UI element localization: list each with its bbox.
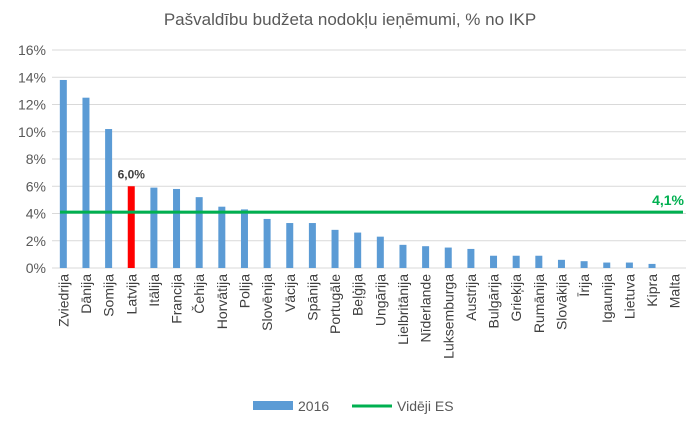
y-tick-label: 12% — [18, 97, 46, 113]
legend-label-line: Vidēji ES — [397, 398, 454, 414]
y-tick-label: 16% — [18, 42, 46, 58]
bar — [648, 263, 656, 268]
bar — [603, 262, 611, 268]
x-tick-label: Itālija — [146, 274, 162, 307]
x-tick-label: Bulgārija — [486, 274, 502, 329]
bar — [59, 79, 67, 268]
bar — [82, 97, 90, 268]
x-tick-label: Lietuva — [621, 274, 637, 319]
y-tick-label: 4% — [26, 206, 46, 222]
bar — [263, 218, 271, 268]
x-tick-label: Īrija — [576, 274, 592, 297]
x-tick-label: Luksemburga — [440, 274, 456, 359]
bar — [127, 186, 135, 268]
bar — [331, 229, 339, 268]
x-tick-label: Austrija — [463, 274, 479, 321]
bar — [467, 248, 475, 268]
x-tick-label: Malta — [667, 274, 683, 308]
x-tick-label: Nīderlande — [418, 274, 434, 343]
bar — [308, 223, 316, 268]
bar — [535, 255, 543, 268]
bar — [557, 259, 565, 268]
bar — [218, 206, 226, 268]
highlight-data-label: 6,0% — [118, 167, 146, 181]
x-tick-label: Latvija — [123, 274, 139, 315]
x-tick-label: Vācija — [282, 274, 298, 312]
x-tick-label: Zviedrija — [55, 274, 71, 327]
y-tick-label: 10% — [18, 124, 46, 140]
bar — [490, 255, 498, 268]
bar — [195, 197, 203, 268]
bar — [422, 246, 430, 268]
x-tick-label: Polija — [236, 274, 252, 308]
y-tick-label: 6% — [26, 178, 46, 194]
y-tick-label: 8% — [26, 151, 46, 167]
x-tick-label: Grieķija — [508, 274, 524, 322]
x-tick-label: Slovēnija — [259, 274, 275, 331]
x-tick-label: Portugāle — [327, 274, 343, 334]
average-label: 4,1% — [652, 192, 684, 208]
bar — [286, 223, 294, 268]
x-tick-label: Lielbritānija — [395, 274, 411, 345]
x-tick-label: Beļģija — [350, 274, 366, 316]
y-tick-label: 0% — [26, 260, 46, 276]
chart-title: Pašvaldību budžeta nodokļu ieņēmumi, % n… — [164, 10, 536, 29]
bar — [399, 244, 407, 268]
x-tick-label: Rumānija — [531, 274, 547, 333]
bar — [625, 262, 633, 268]
x-tick-label: Spānija — [304, 274, 320, 321]
bar — [580, 261, 588, 268]
x-tick-label: Horvātija — [214, 274, 230, 329]
y-tick-label: 2% — [26, 233, 46, 249]
x-tick-label: Čehija — [191, 274, 207, 314]
legend-swatch-bar — [253, 401, 293, 410]
x-tick-label: Igaunija — [599, 274, 615, 323]
x-tick-label: Slovākija — [553, 274, 569, 330]
bar — [173, 188, 181, 268]
bar — [512, 255, 520, 268]
x-tick-label: Kipra — [644, 274, 660, 307]
bar — [444, 247, 452, 268]
bar — [105, 129, 113, 268]
bar — [354, 232, 362, 268]
bar — [376, 236, 384, 268]
x-tick-label: Ungārija — [372, 274, 388, 326]
legend-label-bar: 2016 — [298, 398, 329, 414]
bar — [150, 187, 158, 268]
x-tick-label: Somija — [101, 274, 117, 317]
x-tick-label: Francija — [169, 274, 185, 324]
x-tick-label: Dānija — [78, 274, 94, 314]
y-tick-label: 14% — [18, 69, 46, 85]
bar — [240, 209, 248, 268]
